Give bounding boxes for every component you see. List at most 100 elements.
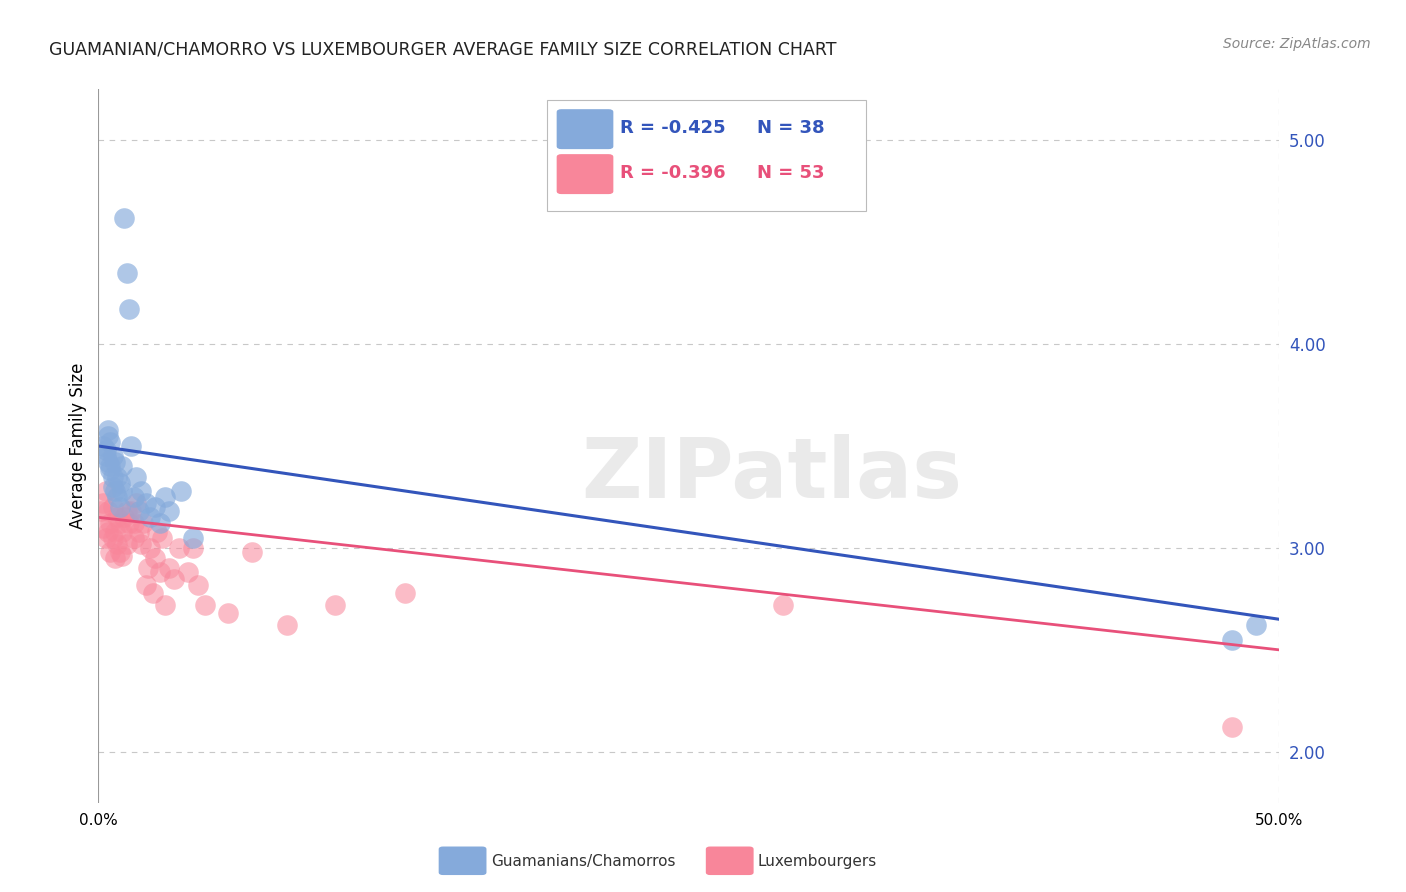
Point: [170, 483, 193, 498]
Point: [121, 504, 143, 518]
Point: [150, 531, 173, 545]
Point: [108, 500, 131, 515]
Point: [323, 598, 346, 612]
Point: [112, 510, 135, 524]
Point: [135, 496, 157, 510]
Point: [143, 500, 166, 515]
Y-axis label: Average Family Size: Average Family Size: [69, 363, 87, 529]
Point: [94, 443, 117, 458]
Point: [101, 531, 124, 545]
Point: [91, 520, 114, 534]
Point: [167, 541, 190, 555]
Point: [111, 459, 134, 474]
Point: [108, 516, 131, 531]
Point: [149, 516, 172, 531]
Point: [97, 504, 120, 518]
Point: [112, 211, 135, 225]
Point: [163, 572, 186, 586]
Point: [149, 566, 172, 580]
Point: [97, 455, 120, 469]
Point: [118, 302, 141, 317]
Point: [90, 504, 112, 518]
Point: [104, 551, 127, 566]
Point: [153, 490, 176, 504]
Point: [118, 516, 141, 531]
Point: [98, 516, 121, 531]
Point: [1220, 632, 1243, 647]
FancyBboxPatch shape: [557, 109, 613, 149]
Point: [181, 531, 204, 545]
Point: [146, 524, 169, 539]
Text: Guamanians/Chamorros: Guamanians/Chamorros: [491, 855, 675, 869]
Point: [135, 577, 157, 591]
Point: [98, 545, 121, 559]
Point: [115, 537, 138, 551]
Point: [139, 541, 162, 555]
Point: [108, 545, 131, 559]
Point: [128, 504, 150, 518]
Point: [104, 524, 127, 539]
Point: [157, 504, 180, 518]
Point: [143, 551, 166, 566]
FancyBboxPatch shape: [547, 100, 866, 211]
FancyBboxPatch shape: [557, 154, 613, 194]
Point: [1244, 618, 1267, 632]
Text: Source: ZipAtlas.com: Source: ZipAtlas.com: [1223, 37, 1371, 52]
Point: [94, 483, 117, 498]
Point: [115, 504, 138, 518]
Text: N = 53: N = 53: [758, 164, 825, 182]
Point: [125, 469, 148, 483]
Point: [194, 598, 217, 612]
Point: [122, 531, 145, 545]
Point: [153, 598, 176, 612]
Point: [94, 531, 117, 545]
Point: [128, 524, 150, 539]
Point: [105, 469, 128, 483]
Point: [91, 496, 114, 510]
Point: [94, 449, 117, 463]
Point: [98, 463, 121, 477]
Text: R = -0.396: R = -0.396: [620, 164, 725, 182]
Point: [111, 483, 134, 498]
Point: [111, 549, 134, 563]
Point: [181, 541, 204, 555]
Point: [105, 537, 128, 551]
Point: [101, 449, 124, 463]
Point: [125, 496, 148, 510]
Point: [240, 545, 263, 559]
Point: [108, 475, 131, 490]
Point: [129, 483, 152, 498]
Text: N = 38: N = 38: [758, 120, 825, 137]
Point: [97, 429, 120, 443]
Point: [105, 490, 128, 504]
Point: [136, 561, 159, 575]
Point: [91, 439, 114, 453]
Point: [101, 500, 124, 515]
Point: [104, 455, 127, 469]
Point: [142, 586, 165, 600]
Point: [97, 524, 120, 539]
Point: [187, 577, 209, 591]
Point: [105, 510, 128, 524]
Point: [1220, 720, 1243, 734]
Point: [276, 618, 298, 632]
Point: [394, 586, 416, 600]
Point: [111, 524, 134, 539]
Text: GUAMANIAN/CHAMORRO VS LUXEMBOURGER AVERAGE FAMILY SIZE CORRELATION CHART: GUAMANIAN/CHAMORRO VS LUXEMBOURGER AVERA…: [49, 40, 837, 58]
Point: [104, 483, 127, 498]
Point: [122, 516, 145, 531]
Point: [122, 490, 145, 504]
Text: ZIPatlas: ZIPatlas: [581, 434, 962, 515]
Point: [217, 606, 239, 620]
Point: [157, 561, 180, 575]
Point: [101, 469, 124, 483]
Point: [132, 516, 155, 531]
Point: [98, 459, 121, 474]
Point: [121, 439, 143, 453]
Point: [115, 266, 138, 280]
Point: [101, 480, 124, 494]
Point: [97, 423, 120, 437]
Point: [129, 537, 152, 551]
Point: [772, 598, 794, 612]
Text: R = -0.425: R = -0.425: [620, 120, 725, 137]
